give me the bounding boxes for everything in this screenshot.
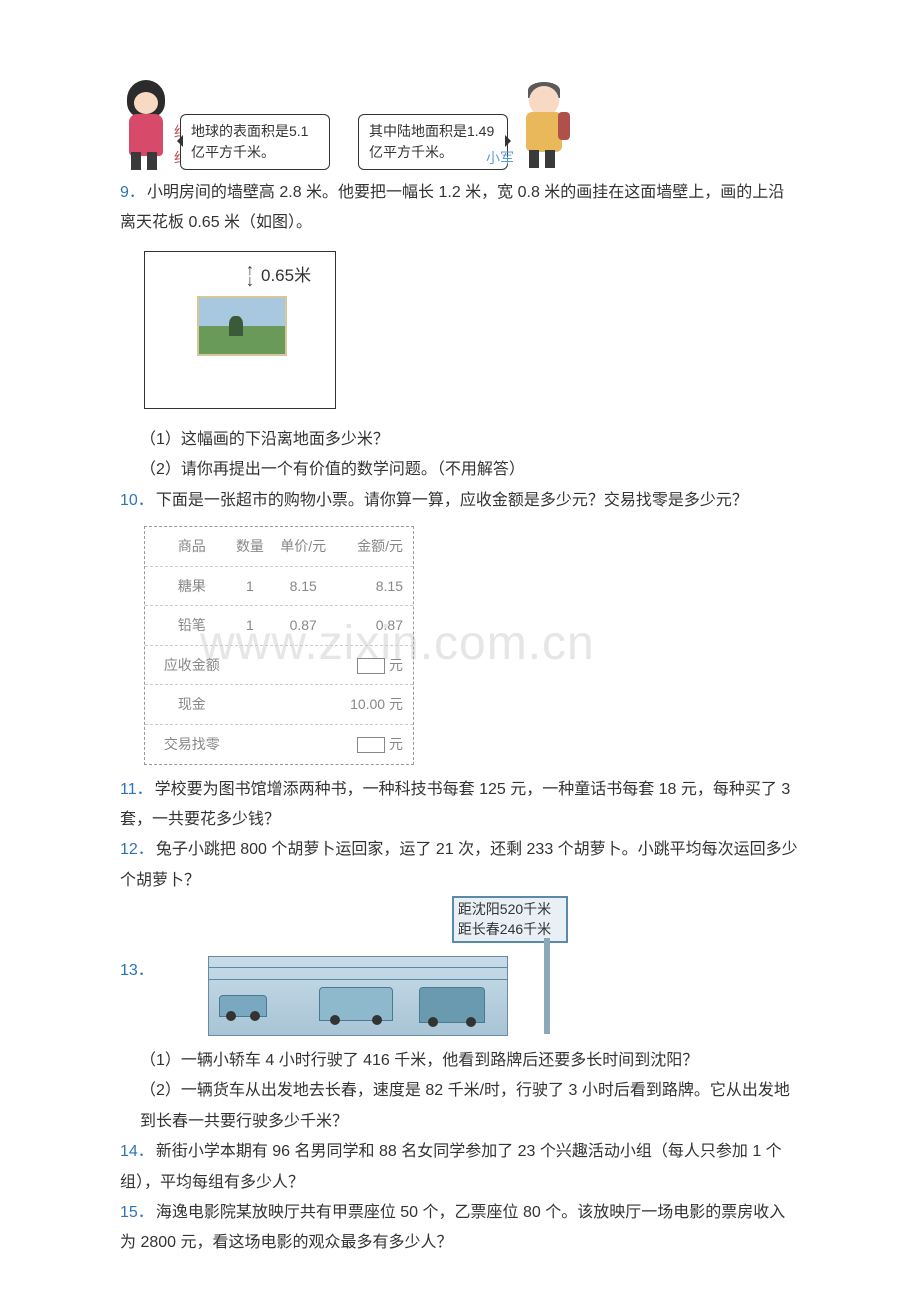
question-11: 11．学校要为图书馆增添两种书，一种科技书每套 125 元，一种童话书每套 18… [120, 775, 800, 836]
receipt-table: 商品 数量 单价/元 金额/元 糖果 1 8.15 8.15 铅笔 1 0.87… [144, 526, 414, 765]
question-10: 10．下面是一张超市的购物小票。请你算一算，应收金额是多少元？交易找零是多少元？ [120, 486, 800, 516]
q10-number: 10． [120, 492, 154, 509]
q15-number: 15． [120, 1204, 154, 1221]
receipt-header: 商品 数量 单价/元 金额/元 [145, 527, 413, 567]
receipt-h2: 数量 [229, 533, 272, 560]
due-amount-box [357, 658, 385, 674]
sign-line-2: 距长春246千米 [458, 920, 562, 940]
q9-number: 9． [120, 184, 145, 201]
road-scene: 距沈阳520千米 距长春246千米 [208, 896, 568, 1036]
painting-image [197, 296, 287, 356]
receipt-change: 交易找零 元 [145, 725, 413, 764]
page-content: 红红 地球的表面积是5.1亿平方千米。 其中陆地面积是1.49亿平方千米。 小军… [120, 80, 800, 1259]
receipt-row-2: 铅笔 1 0.87 0.87 [145, 606, 413, 646]
girl-speech-bubble: 地球的表面积是5.1亿平方千米。 [180, 114, 330, 170]
q14-text: 新街小学本期有 96 名男同学和 88 名女同学参加了 23 个兴趣活动小组（每… [120, 1143, 782, 1190]
q14-number: 14． [120, 1143, 154, 1160]
q12-number: 12． [120, 841, 154, 858]
receipt-h3: 单价/元 [271, 533, 335, 560]
change-amount-box [357, 737, 385, 753]
question-14: 14．新街小学本期有 96 名男同学和 88 名女同学参加了 23 个兴趣活动小… [120, 1137, 800, 1198]
boy-name-label: 小军 [486, 145, 514, 172]
receipt-row-1: 糖果 1 8.15 8.15 [145, 567, 413, 607]
question-12: 12．兔子小跳把 800 个胡萝卜运回家，运了 21 次，还剩 233 个胡萝卜… [120, 835, 800, 896]
road-surface [208, 956, 508, 1036]
q15-text: 海逸电影院某放映厅共有甲票座位 50 个，乙票座位 80 个。该放映厅一场电影的… [120, 1204, 785, 1251]
q12-text: 兔子小跳把 800 个胡萝卜运回家，运了 21 次，还剩 233 个胡萝卜。小跳… [120, 841, 798, 888]
q11-text: 学校要为图书馆增添两种书，一种科技书每套 125 元，一种童话书每套 18 元，… [120, 781, 790, 828]
arrow-distance-text: 0.65米 [261, 260, 311, 292]
wall-diagram: ↑↓ 0.65米 [144, 251, 336, 409]
q11-number: 11． [120, 781, 153, 798]
receipt-h1: 商品 [155, 533, 229, 560]
sign-line-1: 距沈阳520千米 [458, 900, 562, 920]
q13-number: 13． [120, 956, 154, 986]
arrow-label: ↑↓ 0.65米 [243, 260, 311, 292]
bus-icon [319, 987, 393, 1021]
question-9: 9．小明房间的墙壁高 2.8 米。他要把一幅长 1.2 米，宽 0.8 米的画挂… [120, 178, 800, 239]
q9-sub2: （2）请你再提出一个有价值的数学问题。（不用解答） [120, 455, 800, 485]
dialogue-row: 红红 地球的表面积是5.1亿平方千米。 其中陆地面积是1.49亿平方千米。 小军 [120, 80, 800, 170]
receipt-due: 应收金额 元 [145, 646, 413, 686]
q9-text: 小明房间的墙壁高 2.8 米。他要把一幅长 1.2 米，宽 0.8 米的画挂在这… [120, 184, 784, 231]
boy-figure [516, 80, 572, 170]
sign-pole [544, 938, 550, 1034]
double-arrow-icon: ↑↓ [243, 265, 257, 287]
q10-text: 下面是一张超市的购物小票。请你算一算，应收金额是多少元？交易找零是多少元？ [156, 492, 748, 509]
q9-sub1: （1）这幅画的下沿离地面多少米？ [120, 425, 800, 455]
question-15: 15．海逸电影院某放映厅共有甲票座位 50 个，乙票座位 80 个。该放映厅一场… [120, 1198, 800, 1259]
q13-sub1: （1）一辆小轿车 4 小时行驶了 416 千米，他看到路牌后还要多长时间到沈阳？ [120, 1046, 800, 1076]
road-sign: 距沈阳520千米 距长春246千米 [452, 896, 568, 943]
car-icon [219, 995, 267, 1017]
receipt-cash: 现金 10.00 元 [145, 685, 413, 725]
q13-sub2: （2）一辆货车从出发地去长春，速度是 82 千米/时，行驶了 3 小时后看到路牌… [120, 1076, 800, 1137]
truck-icon [419, 987, 485, 1023]
girl-figure [120, 80, 172, 170]
receipt-h4: 金额/元 [335, 533, 403, 560]
question-13-row: 13． 距沈阳520千米 距长春246千米 [120, 896, 800, 1046]
